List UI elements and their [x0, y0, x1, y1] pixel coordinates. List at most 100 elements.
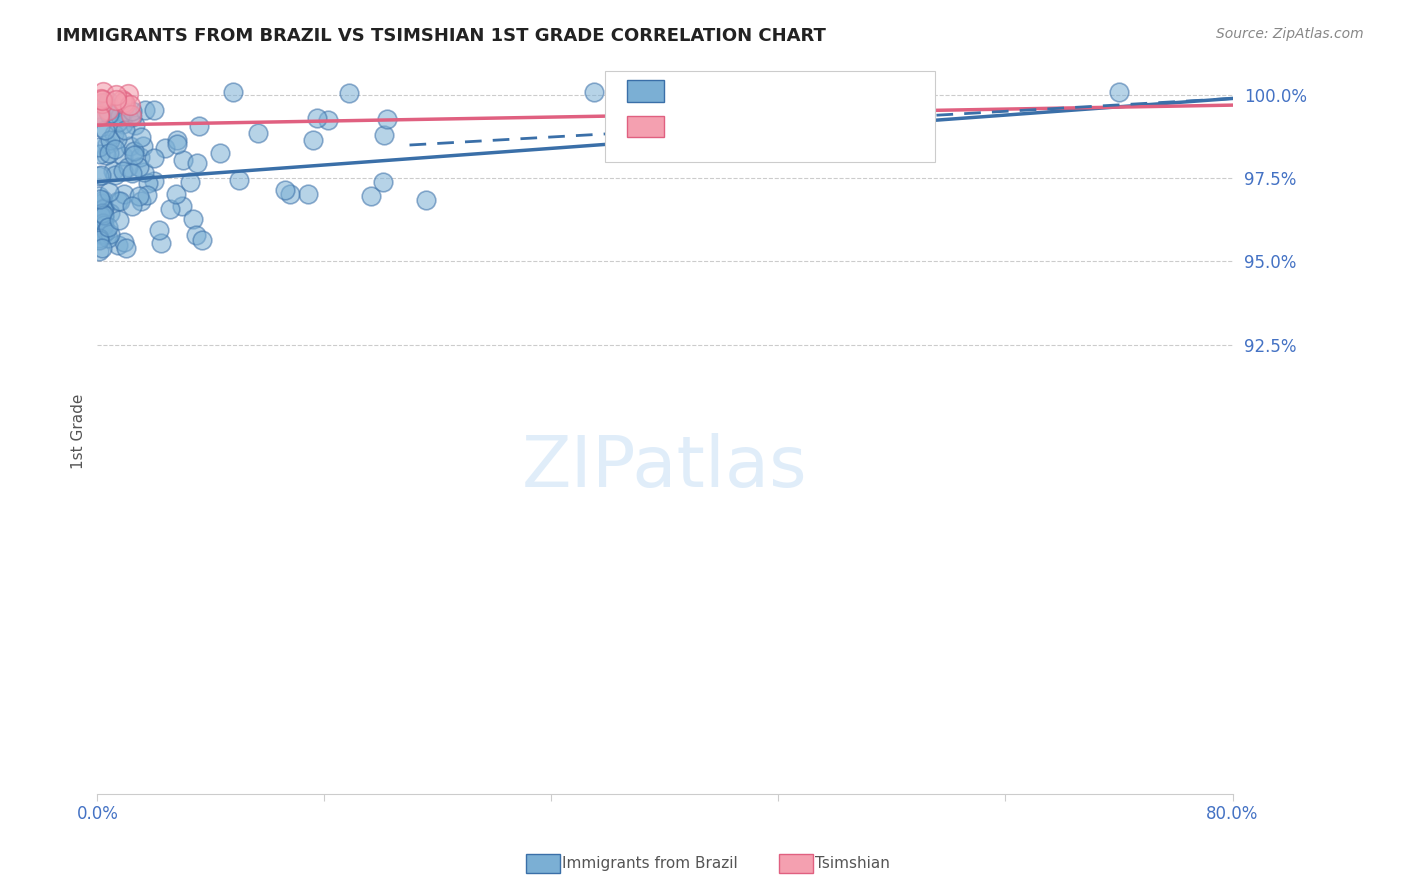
Point	[87, 139, 110, 153]
Point	[112, 235, 135, 249]
Point	[172, 153, 194, 167]
Point	[96, 103, 118, 117]
Point	[103, 127, 125, 141]
Text: N =: N =	[761, 82, 797, 100]
Point	[128, 189, 150, 203]
Text: Immigrants from Brazil: Immigrants from Brazil	[562, 856, 738, 871]
Text: ZIPatlas: ZIPatlas	[522, 433, 808, 502]
Point	[108, 194, 131, 208]
Point	[87, 189, 110, 203]
Point	[97, 146, 120, 161]
Point	[96, 136, 118, 151]
Point	[89, 192, 111, 206]
Point	[105, 132, 128, 146]
Point	[96, 223, 118, 237]
Y-axis label: 1st Grade: 1st Grade	[72, 393, 86, 469]
Point	[107, 194, 129, 208]
Point	[120, 108, 142, 122]
Point	[91, 194, 114, 208]
Point	[96, 97, 118, 112]
Point	[98, 227, 121, 241]
Point	[89, 233, 111, 247]
Point	[415, 193, 437, 207]
Point	[186, 227, 208, 242]
Point	[112, 105, 135, 120]
Point	[166, 136, 188, 151]
Point	[91, 202, 114, 217]
Point	[305, 111, 328, 125]
Text: 0.374: 0.374	[707, 118, 761, 136]
Point	[90, 205, 112, 219]
Point	[246, 126, 269, 140]
Point	[107, 237, 129, 252]
Point	[117, 160, 139, 174]
Point	[97, 94, 120, 108]
Point	[1108, 85, 1130, 99]
Point	[112, 186, 135, 201]
Point	[97, 103, 120, 117]
Point	[128, 160, 150, 174]
Point	[107, 115, 129, 129]
Point	[87, 244, 110, 259]
Point	[115, 241, 138, 255]
Point	[124, 148, 146, 162]
Point	[121, 166, 143, 180]
Point	[98, 133, 121, 147]
Point	[112, 117, 135, 131]
Point	[582, 85, 605, 99]
Point	[187, 120, 209, 134]
Point	[360, 189, 382, 203]
Point	[142, 151, 165, 165]
Point	[186, 156, 208, 170]
Text: IMMIGRANTS FROM BRAZIL VS TSIMSHIAN 1ST GRADE CORRELATION CHART: IMMIGRANTS FROM BRAZIL VS TSIMSHIAN 1ST …	[56, 27, 827, 45]
Text: 0.117: 0.117	[707, 82, 759, 100]
Point	[91, 85, 114, 99]
Point	[111, 93, 134, 107]
Point	[103, 164, 125, 178]
Point	[134, 103, 156, 117]
Point	[87, 211, 110, 225]
Point	[111, 149, 134, 163]
Point	[90, 96, 112, 111]
Point	[89, 107, 111, 121]
Point	[90, 108, 112, 122]
Text: N =: N =	[761, 118, 797, 136]
Point	[104, 142, 127, 156]
Text: Tsimshian: Tsimshian	[815, 856, 890, 871]
Point	[117, 87, 139, 101]
Point	[148, 223, 170, 237]
Point	[97, 100, 120, 114]
Point	[121, 110, 143, 124]
Point	[170, 199, 193, 213]
Point	[371, 175, 394, 189]
Point	[90, 168, 112, 182]
Point	[316, 112, 339, 127]
Point	[97, 107, 120, 121]
Point	[121, 103, 143, 118]
Point	[93, 202, 115, 216]
Point	[87, 109, 110, 123]
Point	[159, 202, 181, 217]
Point	[136, 176, 159, 190]
Point	[120, 97, 142, 112]
Point	[89, 208, 111, 222]
Point	[100, 101, 122, 115]
Point	[278, 186, 301, 201]
Point	[93, 218, 115, 232]
Point	[87, 169, 110, 183]
Point	[301, 133, 323, 147]
Point	[97, 185, 120, 199]
Text: R =: R =	[671, 82, 707, 100]
Point	[89, 120, 111, 135]
Point	[274, 183, 297, 197]
Point	[93, 123, 115, 137]
Point	[181, 212, 204, 227]
Point	[97, 230, 120, 244]
Point	[90, 241, 112, 255]
Point	[136, 187, 159, 202]
Point	[105, 93, 128, 107]
Point	[155, 141, 177, 155]
Point	[124, 145, 146, 159]
Point	[100, 107, 122, 121]
Point	[90, 209, 112, 223]
